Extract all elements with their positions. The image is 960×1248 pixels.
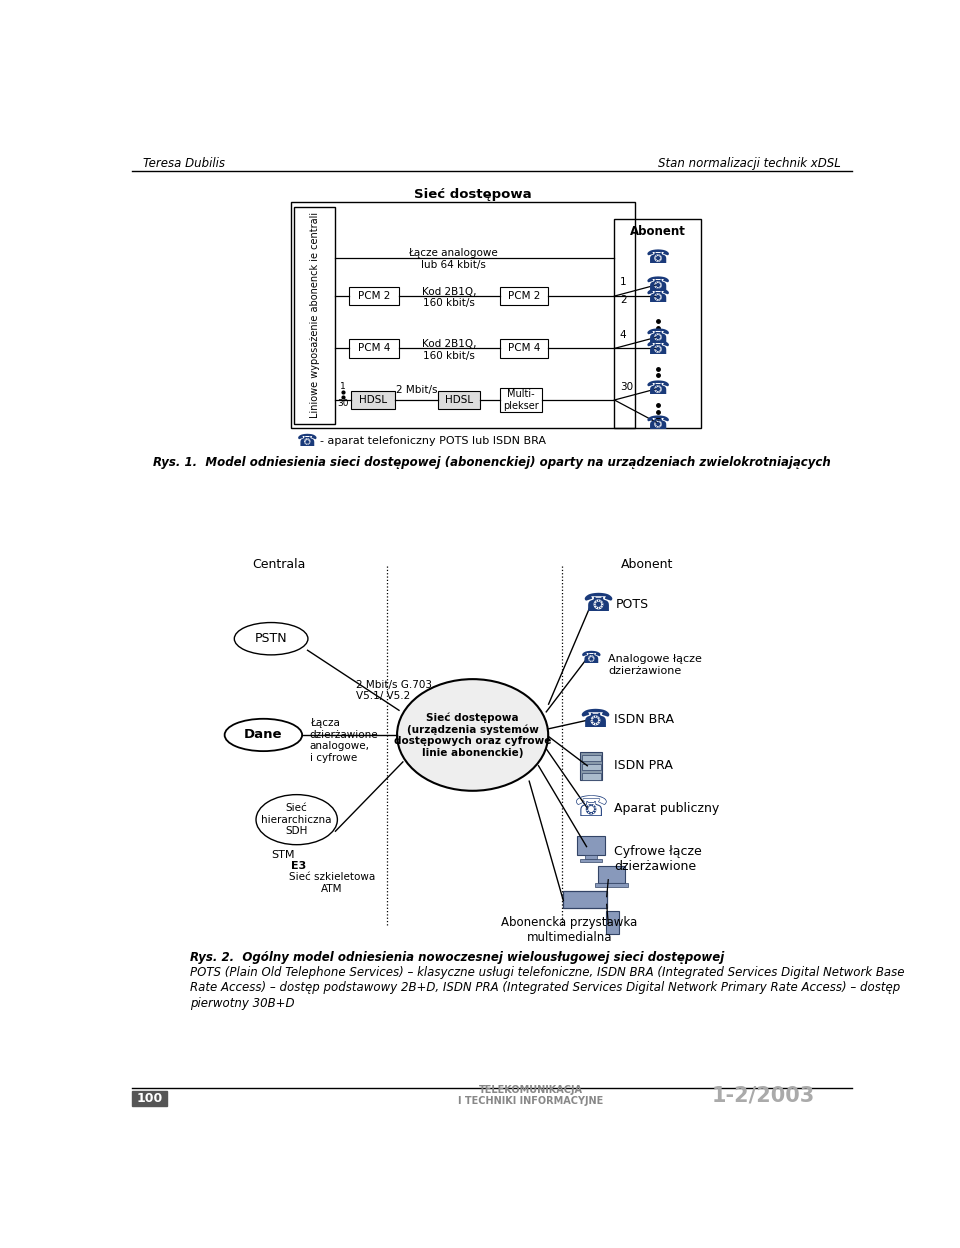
Text: ☎: ☎ [646, 379, 670, 398]
Bar [500, 388, 542, 412]
Text: Rys. 1.  Model odniesienia sieci dostępowej (abonenckiej) oparty na urządzeniach: Rys. 1. Model odniesienia sieci dostępow… [154, 457, 830, 469]
Bar [564, 891, 607, 909]
Text: Łącze analogowe
lub 64 kbit/s: Łącze analogowe lub 64 kbit/s [408, 248, 498, 270]
Bar [349, 339, 399, 358]
Text: 2 Mbit/s G.703
V5.1/ V5.2: 2 Mbit/s G.703 V5.1/ V5.2 [356, 679, 432, 701]
Text: 1: 1 [341, 382, 346, 391]
Text: Stan normalizacji technik xDSL: Stan normalizacji technik xDSL [658, 157, 841, 170]
Text: 4: 4 [620, 329, 627, 339]
Text: Cyfrowe łącze
dzierżawione: Cyfrowe łącze dzierżawione [614, 845, 702, 874]
Text: 30: 30 [620, 382, 633, 392]
Text: PSTN: PSTN [254, 633, 287, 645]
Text: Kod 2B1Q,
160 kbit/s: Kod 2B1Q, 160 kbit/s [422, 287, 476, 308]
Bar [598, 866, 625, 882]
Text: ☎: ☎ [646, 248, 670, 267]
Text: Abonent: Abonent [621, 558, 673, 570]
Text: Abonencka przystawka
multimedialna: Abonencka przystawka multimedialna [501, 916, 637, 943]
Text: ☏: ☏ [574, 794, 609, 822]
Text: Sieć dostępowa: Sieć dostępowa [414, 188, 532, 201]
Text: POTS (Plain Old Telephone Services) – klasyczne usługi telefoniczne, ISDN BRA (I: POTS (Plain Old Telephone Services) – kl… [190, 966, 904, 978]
Ellipse shape [397, 679, 548, 791]
Text: HDSL: HDSL [359, 396, 387, 406]
Text: ☎: ☎ [646, 275, 670, 295]
Text: STM: STM [271, 850, 295, 860]
Bar [577, 836, 605, 855]
Ellipse shape [256, 795, 337, 845]
Text: Aparat publiczny: Aparat publiczny [614, 801, 720, 815]
Bar [132, 1091, 167, 1106]
Text: Rys. 2.  Ogólny model odniesienia nowoczesnej wielousługowej sieci dostępowej: Rys. 2. Ogólny model odniesienia nowocze… [190, 951, 724, 963]
Bar [614, 220, 701, 428]
Text: TELEKOMUNIKACJA
I TECHNIKI INFORMACYJNE: TELEKOMUNIKACJA I TECHNIKI INFORMACYJNE [458, 1085, 604, 1106]
Text: POTS: POTS [616, 598, 649, 610]
Bar [581, 751, 602, 780]
Text: ISDN BRA: ISDN BRA [614, 713, 675, 726]
Bar [294, 207, 335, 424]
Bar [291, 202, 636, 428]
Text: Dane: Dane [244, 729, 282, 741]
Text: - aparat telefoniczny POTS lub ISDN BRA: - aparat telefoniczny POTS lub ISDN BRA [320, 436, 546, 446]
Bar [606, 911, 619, 935]
Text: ISDN PRA: ISDN PRA [614, 759, 673, 773]
Text: 2 Mbit/s: 2 Mbit/s [396, 384, 438, 396]
Bar [585, 855, 597, 859]
Text: Teresa Dubilis: Teresa Dubilis [143, 157, 226, 170]
Bar [351, 391, 396, 409]
Text: Multi-
plekser: Multi- plekser [503, 389, 539, 411]
Text: ☎: ☎ [646, 287, 670, 306]
Text: Rate Access) – dostęp podstawowy 2B+D, ISDN PRA (Integrated Services Digital Net: Rate Access) – dostęp podstawowy 2B+D, I… [190, 981, 900, 995]
Text: PCM 2: PCM 2 [358, 291, 391, 301]
Bar [500, 339, 548, 358]
Bar [500, 287, 548, 306]
Text: PCM 4: PCM 4 [508, 343, 540, 353]
Text: Centrala: Centrala [252, 558, 305, 570]
Text: 2: 2 [620, 295, 627, 305]
Text: ☎: ☎ [646, 327, 670, 347]
Text: Sieć
hierarchiczna
SDH: Sieć hierarchiczna SDH [261, 802, 332, 836]
Text: Kod 2B1Q,
160 kbit/s: Kod 2B1Q, 160 kbit/s [422, 339, 476, 361]
Ellipse shape [225, 719, 302, 751]
Text: ☎: ☎ [581, 649, 602, 666]
Text: PCM 2: PCM 2 [508, 291, 540, 301]
Text: ☎: ☎ [646, 413, 670, 433]
Text: ☎: ☎ [646, 339, 670, 358]
Text: 1-2/2003: 1-2/2003 [711, 1086, 815, 1106]
Bar [595, 882, 628, 886]
Bar [582, 764, 601, 770]
Text: Łącza
dzierżawione
analogowe,
i cyfrowe: Łącza dzierżawione analogowe, i cyfrowe [310, 718, 378, 763]
Text: pierwotny 30B+D: pierwotny 30B+D [190, 997, 295, 1010]
Bar [582, 774, 601, 780]
Bar [349, 287, 399, 306]
Text: Analogowe łącze
dzierżawione: Analogowe łącze dzierżawione [609, 654, 702, 675]
Text: ☎: ☎ [580, 708, 611, 731]
Text: Sieć dostępowa
(urządzenia systemów
dostępowych oraz cyfrowe
linie abonenckie): Sieć dostępowa (urządzenia systemów dost… [394, 713, 551, 758]
Bar [582, 755, 601, 761]
Text: Liniowe wyposażenie abonenck ie centrali: Liniowe wyposażenie abonenck ie centrali [309, 212, 320, 418]
Text: HDSL: HDSL [445, 396, 473, 406]
Text: PCM 4: PCM 4 [358, 343, 391, 353]
Ellipse shape [234, 623, 308, 655]
Bar [581, 859, 602, 862]
Text: Abonent: Abonent [630, 225, 685, 238]
Text: 1: 1 [620, 277, 627, 287]
Text: E3: E3 [291, 861, 305, 871]
Text: ☎: ☎ [582, 592, 613, 617]
Text: 30: 30 [338, 399, 348, 408]
Text: 100: 100 [136, 1092, 162, 1104]
Bar [438, 391, 480, 409]
Text: Sieć szkieletowa
ATM: Sieć szkieletowa ATM [289, 872, 375, 894]
Text: ☎: ☎ [298, 432, 318, 449]
